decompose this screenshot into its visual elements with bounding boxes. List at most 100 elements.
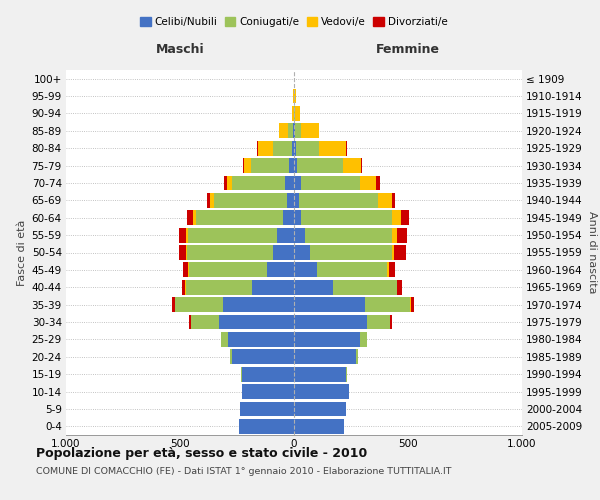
Bar: [394, 245, 406, 260]
Bar: [333, 280, 397, 294]
Bar: [299, 193, 379, 208]
Bar: [389, 262, 395, 278]
Bar: [221, 332, 228, 347]
Bar: [295, 124, 301, 138]
Bar: [294, 419, 344, 434]
Bar: [294, 124, 295, 138]
Bar: [189, 314, 191, 330]
Bar: [356, 350, 358, 364]
Bar: [305, 228, 392, 242]
Bar: [186, 245, 187, 260]
Bar: [182, 280, 185, 294]
Bar: [175, 298, 223, 312]
Bar: [310, 245, 392, 260]
Bar: [252, 280, 294, 294]
Bar: [296, 141, 319, 156]
Bar: [367, 314, 390, 330]
Bar: [317, 262, 388, 278]
Bar: [293, 88, 294, 104]
Bar: [179, 245, 186, 260]
Text: COMUNE DI COMACCHIO (FE) - Dati ISTAT 1° gennaio 2010 - Elaborazione TUTTITALIA.: COMUNE DI COMACCHIO (FE) - Dati ISTAT 1°…: [36, 467, 452, 476]
Bar: [388, 262, 389, 278]
Text: Maschi: Maschi: [155, 43, 205, 56]
Bar: [294, 141, 296, 156]
Bar: [294, 298, 365, 312]
Bar: [232, 350, 294, 364]
Bar: [294, 332, 360, 347]
Bar: [186, 280, 252, 294]
Legend: Celibi/Nubili, Coniugati/e, Vedovi/e, Divorziati/e: Celibi/Nubili, Coniugati/e, Vedovi/e, Di…: [136, 13, 452, 32]
Bar: [183, 262, 188, 278]
Bar: [301, 124, 319, 138]
Bar: [292, 106, 293, 121]
Bar: [239, 419, 294, 434]
Bar: [274, 141, 292, 156]
Bar: [228, 332, 294, 347]
Bar: [289, 124, 293, 138]
Y-axis label: Fasce di età: Fasce di età: [17, 220, 28, 286]
Bar: [244, 158, 251, 173]
Bar: [298, 158, 343, 173]
Bar: [294, 210, 301, 225]
Bar: [360, 332, 367, 347]
Bar: [294, 158, 298, 173]
Bar: [172, 298, 175, 312]
Bar: [390, 314, 392, 330]
Bar: [187, 210, 193, 225]
Bar: [294, 384, 349, 399]
Bar: [186, 228, 188, 242]
Bar: [294, 367, 346, 382]
Bar: [411, 298, 414, 312]
Text: Femmine: Femmine: [376, 43, 440, 56]
Y-axis label: Anni di nascita: Anni di nascita: [587, 211, 597, 294]
Bar: [365, 298, 410, 312]
Bar: [295, 88, 296, 104]
Bar: [293, 124, 294, 138]
Bar: [196, 210, 283, 225]
Bar: [251, 158, 289, 173]
Bar: [224, 176, 227, 190]
Bar: [294, 402, 346, 416]
Bar: [401, 210, 409, 225]
Bar: [266, 262, 294, 278]
Bar: [294, 228, 305, 242]
Bar: [179, 228, 186, 242]
Bar: [209, 193, 214, 208]
Bar: [227, 176, 232, 190]
Bar: [397, 280, 402, 294]
Bar: [343, 158, 361, 173]
Bar: [242, 367, 294, 382]
Bar: [379, 193, 392, 208]
Bar: [360, 176, 376, 190]
Bar: [193, 210, 196, 225]
Bar: [188, 228, 277, 242]
Bar: [294, 106, 295, 121]
Bar: [287, 193, 294, 208]
Bar: [241, 402, 294, 416]
Bar: [189, 262, 266, 278]
Bar: [319, 141, 346, 156]
Bar: [277, 228, 294, 242]
Bar: [187, 245, 274, 260]
Bar: [392, 228, 397, 242]
Bar: [294, 245, 310, 260]
Bar: [294, 262, 317, 278]
Bar: [392, 210, 401, 225]
Bar: [283, 210, 294, 225]
Bar: [301, 176, 360, 190]
Bar: [295, 106, 300, 121]
Bar: [223, 298, 294, 312]
Bar: [274, 245, 294, 260]
Bar: [294, 350, 356, 364]
Bar: [294, 193, 299, 208]
Bar: [257, 141, 274, 156]
Bar: [392, 193, 395, 208]
Bar: [232, 176, 285, 190]
Bar: [219, 314, 294, 330]
Text: Popolazione per età, sesso e stato civile - 2010: Popolazione per età, sesso e stato civil…: [36, 448, 367, 460]
Bar: [397, 228, 407, 242]
Bar: [191, 314, 219, 330]
Bar: [292, 141, 294, 156]
Bar: [243, 158, 244, 173]
Bar: [294, 280, 333, 294]
